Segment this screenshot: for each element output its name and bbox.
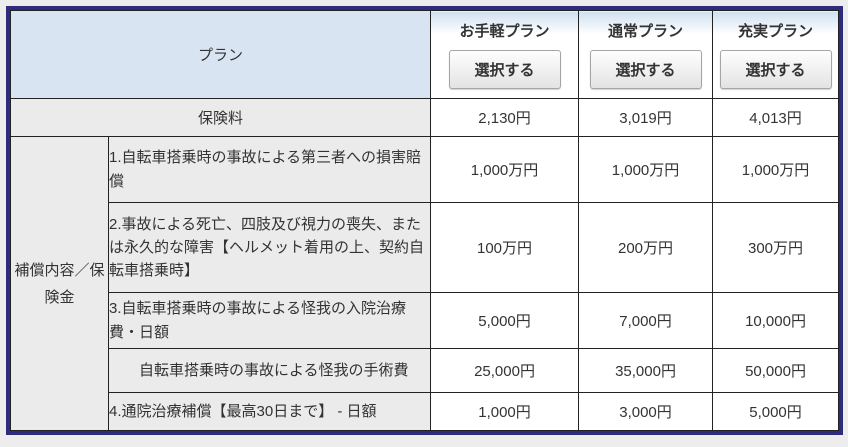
coverage-value: 25,000円 — [430, 348, 580, 393]
coverage-row-liability: 補償内容／保険金 1.自転車搭乗時の事故による第三者への損害賠償 1,000万円… — [10, 136, 840, 431]
coverage-group-label-cell: 補償内容／保険金 — [10, 136, 109, 431]
plan-comparison-table: プラン お手軽プラン 選択する 通常プラン 選択する 充実プラン 選択する 保険… — [9, 10, 840, 431]
coverage-description: 3.自転車搭乗時の事故による怪我の入院治療費・日額 — [107, 292, 432, 349]
coverage-value: 7,000円 — [578, 292, 714, 349]
coverage-row-death-disability: 2.事故による死亡、四肢及び視力の喪失、または永久的な障害【ヘルメット着用の上、… — [11, 202, 840, 293]
plan-column-header-otegaru: お手軽プラン 選択する — [430, 10, 580, 99]
coverage-value: 35,000円 — [578, 348, 714, 393]
premium-label-cell: 保険料 — [9, 98, 432, 137]
table-header-row: プラン お手軽プラン 選択する 通常プラン 選択する 充実プラン 選択する — [9, 10, 840, 99]
coverage-value: 100万円 — [430, 202, 580, 293]
coverage-value: 5,000円 — [712, 392, 840, 431]
coverage-value: 1,000円 — [430, 392, 580, 431]
plan-column-header-tsujo: 通常プラン 選択する — [578, 10, 714, 99]
coverage-value: 300万円 — [712, 202, 840, 293]
coverage-value: 1,000万円 — [712, 136, 840, 203]
coverage-row-hospitalization: 3.自転車搭乗時の事故による怪我の入院治療費・日額 5,000円 7,000円 … — [11, 292, 840, 349]
coverage-value: 1,000万円 — [430, 136, 580, 203]
plan-name: お手軽プラン — [459, 23, 550, 40]
coverage-description: 2.事故による死亡、四肢及び視力の喪失、または永久的な障害【ヘルメット着用の上、… — [107, 202, 432, 293]
premium-value-tsujo: 3,019円 — [578, 98, 714, 137]
premium-row: 保険料 2,130円 3,019円 4,013円 — [9, 98, 840, 137]
select-plan-button-otegaru[interactable]: 選択する — [448, 50, 561, 89]
plan-table-frame: プラン お手軽プラン 選択する 通常プラン 選択する 充実プラン 選択する 保険… — [6, 6, 844, 435]
coverage-value: 200万円 — [578, 202, 714, 293]
premium-value-jujitsu: 4,013円 — [712, 98, 840, 137]
coverage-row-surgery: 自転車搭乗時の事故による怪我の手術費 25,000円 35,000円 50,00… — [11, 348, 840, 393]
select-plan-button-jujitsu[interactable]: 選択する — [719, 50, 832, 89]
coverage-value: 50,000円 — [712, 348, 840, 393]
coverage-value: 5,000円 — [430, 292, 580, 349]
plan-column-header-jujitsu: 充実プラン 選択する — [712, 10, 840, 99]
coverage-description: 自転車搭乗時の事故による怪我の手術費 — [107, 348, 432, 393]
coverage-value: 1,000万円 — [578, 136, 714, 203]
premium-value-otegaru: 2,130円 — [430, 98, 580, 137]
coverage-value: 3,000円 — [578, 392, 714, 431]
plan-name: 充実プラン — [738, 23, 814, 40]
plan-name: 通常プラン — [608, 23, 684, 40]
coverage-value: 10,000円 — [712, 292, 840, 349]
coverage-row-outpatient: 4.通院治療補償【最高30日まで】 - 日額 1,000円 3,000円 5,0… — [11, 392, 840, 431]
plan-header-cell: プラン — [9, 10, 432, 99]
coverage-description: 1.自転車搭乗時の事故による第三者への損害賠償 — [107, 136, 432, 203]
select-plan-button-tsujo[interactable]: 選択する — [589, 50, 702, 89]
coverage-description: 4.通院治療補償【最高30日まで】 - 日額 — [107, 392, 432, 431]
